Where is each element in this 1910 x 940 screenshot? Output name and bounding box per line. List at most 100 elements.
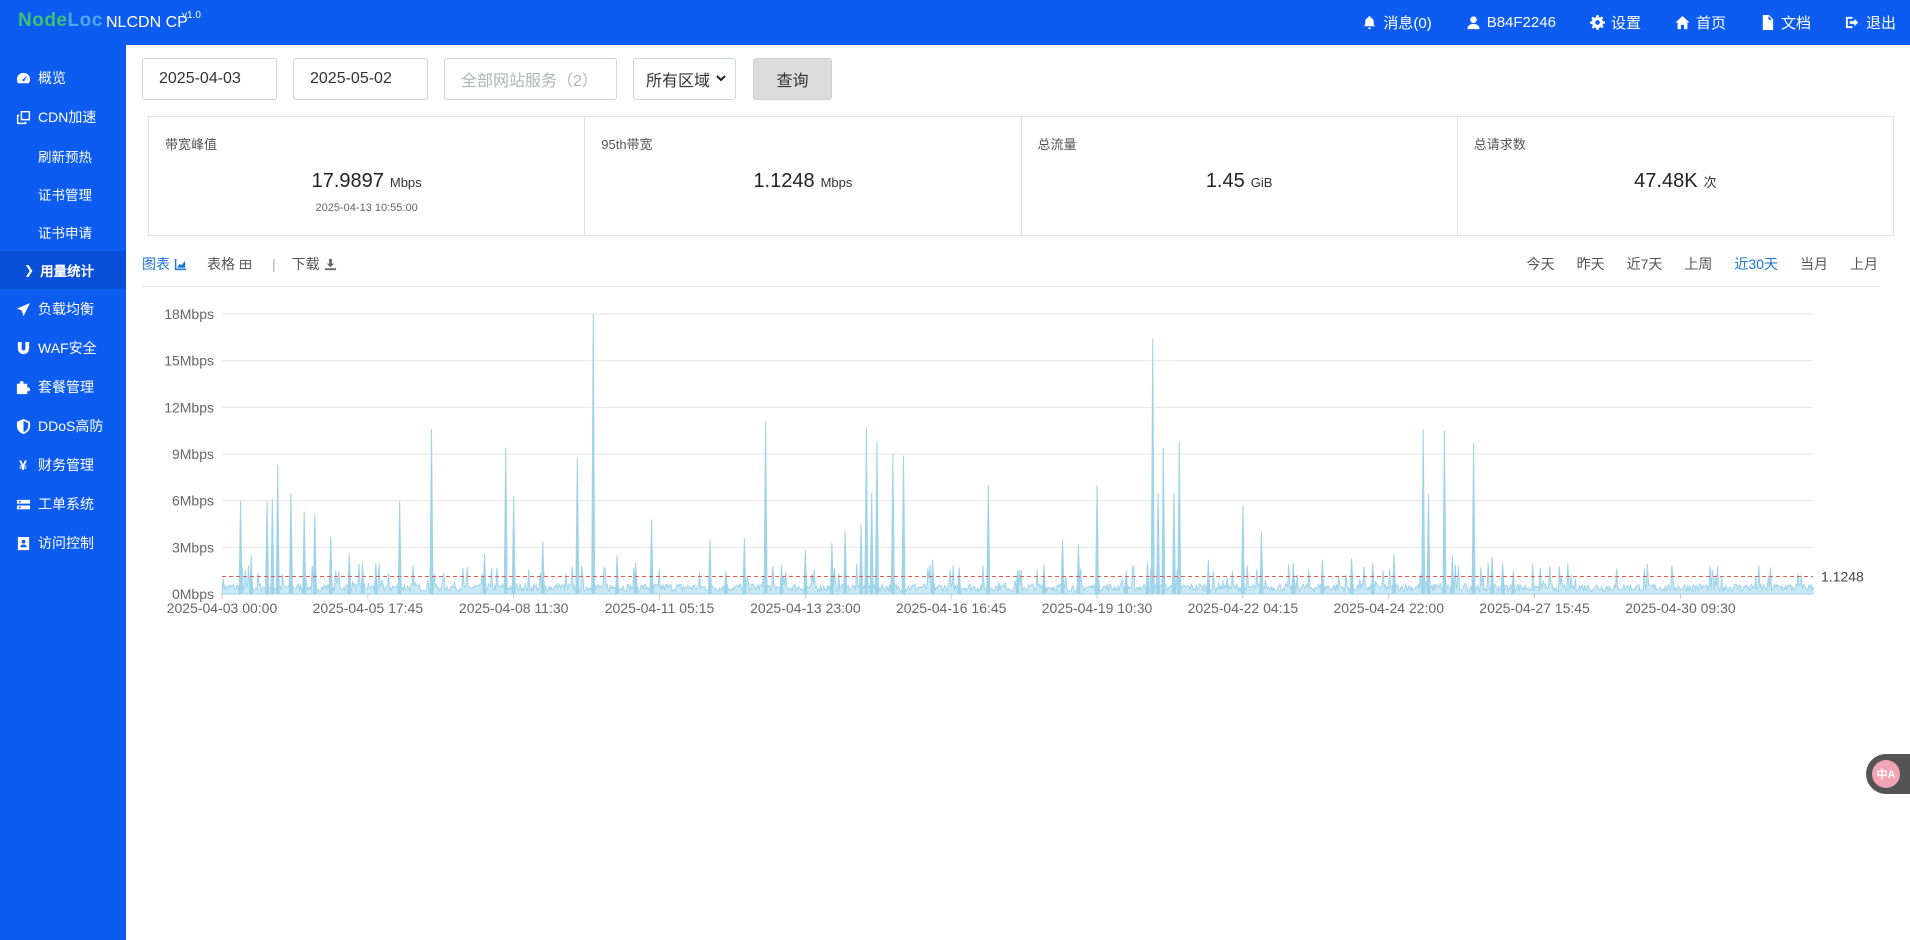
range-last-7-days[interactable]: 近7天 bbox=[1626, 256, 1663, 272]
sidebar-item-cert-apply[interactable]: 证书申请 bbox=[0, 213, 126, 251]
tab-chart[interactable]: 图表 bbox=[142, 254, 187, 274]
bandwidth-spike bbox=[265, 500, 270, 595]
nav-logout[interactable]: 退出 bbox=[1845, 12, 1896, 33]
service-select[interactable]: 全部网站服务（2） bbox=[444, 58, 617, 100]
stat-timestamp: 2025-04-13 10:55:00 bbox=[315, 202, 418, 214]
bandwidth-spike bbox=[874, 441, 879, 595]
sidebar-item-plans[interactable]: 套餐管理 bbox=[0, 368, 126, 406]
x-tick-label: 2025-04-19 10:30 bbox=[1042, 600, 1153, 616]
sidebar-item-waf[interactable]: WAF安全 bbox=[0, 329, 126, 367]
stat-unit: Mbps bbox=[820, 175, 853, 190]
sidebar: 概览 CDN加速 刷新预热 证书管理 证书申请 ❯ 用量统计 负载均衡 WAF安… bbox=[0, 45, 126, 940]
stat-label: 95th带宽 bbox=[601, 137, 653, 152]
bandwidth-spike bbox=[1171, 492, 1176, 595]
stat-number: 47.48K bbox=[1634, 170, 1698, 192]
bandwidth-spike bbox=[1511, 570, 1516, 595]
sidebar-item-tickets[interactable]: 工单系统 bbox=[0, 485, 126, 523]
y-tick-label: 0Mbps bbox=[172, 586, 214, 602]
home-icon bbox=[1675, 15, 1690, 30]
bandwidth-spike bbox=[1500, 562, 1505, 595]
range-this-month[interactable]: 当月 bbox=[1800, 256, 1828, 272]
sidebar-item-refresh[interactable]: 刷新预热 bbox=[0, 137, 126, 175]
bandwidth-spike bbox=[869, 492, 874, 595]
y-tick-label: 9Mbps bbox=[172, 446, 214, 462]
bandwidth-spike bbox=[723, 570, 728, 595]
sidebar-item-finance[interactable]: ¥ 财务管理 bbox=[0, 446, 126, 484]
sidebar-item-cert-manage[interactable]: 证书管理 bbox=[0, 175, 126, 213]
range-last-week[interactable]: 上周 bbox=[1684, 256, 1713, 272]
bandwidth-chart: 0Mbps 3Mbps 6Mbps 9Mbps 12Mbps 15Mbps 18Mbps 20… bbox=[164, 306, 1864, 616]
tab-table-label: 表格 bbox=[207, 256, 235, 272]
percentile-label: 1.1248 bbox=[1821, 569, 1864, 585]
stats-panel: 带宽峰值 17.9897 Mbps 2025-04-13 10:55:00 95t… bbox=[148, 116, 1894, 236]
sidebar-item-usage-stats[interactable]: ❯ 用量统计 bbox=[0, 251, 126, 289]
bandwidth-spike bbox=[779, 564, 784, 595]
range-last-30-days[interactable]: 近30天 bbox=[1734, 256, 1778, 272]
translate-widget[interactable]: 中A bbox=[1866, 754, 1910, 794]
sidebar-item-label: DDoS高防 bbox=[38, 418, 104, 434]
sidebar-item-label: 用量统计 bbox=[40, 264, 95, 279]
region-select[interactable]: 所有区域 bbox=[633, 58, 736, 100]
bandwidth-spike bbox=[843, 530, 848, 595]
dashboard-icon bbox=[15, 70, 31, 86]
sidebar-item-overview[interactable]: 概览 bbox=[0, 59, 126, 97]
bandwidth-spike bbox=[649, 519, 654, 595]
x-tick-label: 2025-04-22 04:15 bbox=[1188, 600, 1299, 616]
start-date-input[interactable]: 2025-04-03 bbox=[142, 58, 277, 100]
bandwidth-spike bbox=[1450, 555, 1455, 595]
bandwidth-spike bbox=[328, 536, 333, 595]
magnet-icon bbox=[15, 340, 31, 356]
bandwidth-spike bbox=[763, 421, 768, 595]
stat-value: 47.48K 次 bbox=[1458, 170, 1893, 193]
stat-label: 带宽峰值 bbox=[165, 137, 218, 152]
x-tick-label: 2025-04-03 00:00 bbox=[167, 600, 278, 616]
bandwidth-spike bbox=[1259, 531, 1264, 595]
bandwidth-spike bbox=[1156, 492, 1161, 595]
sidebar-item-load-balance[interactable]: 负载均衡 bbox=[0, 290, 126, 328]
bell-icon bbox=[1364, 15, 1376, 30]
sidebar-item-label: 套餐管理 bbox=[38, 379, 94, 395]
bandwidth-spike bbox=[591, 314, 596, 595]
x-tick-label: 2025-04-11 05:15 bbox=[605, 600, 715, 616]
top-bar: NodeLoc NLCDN CP v1.0 消息(0) B84F2246 设置 … bbox=[0, 0, 1910, 45]
tab-table[interactable]: 表格 bbox=[207, 254, 252, 274]
bandwidth-spike bbox=[986, 485, 991, 595]
gear-icon bbox=[1589, 15, 1605, 30]
stat-number: 17.9897 bbox=[311, 170, 384, 192]
chevron-down-icon bbox=[716, 75, 726, 82]
bandwidth-spike bbox=[312, 514, 317, 595]
bandwidth-spike bbox=[238, 500, 243, 595]
range-yesterday[interactable]: 昨天 bbox=[1576, 256, 1605, 272]
bandwidth-spike bbox=[1240, 505, 1245, 595]
query-button[interactable]: 查询 bbox=[753, 58, 832, 100]
stat-label: 总请求数 bbox=[1473, 137, 1526, 152]
logout-icon bbox=[1845, 16, 1859, 29]
stat-label: 总流量 bbox=[1037, 137, 1077, 152]
toolbar-separator: | bbox=[272, 256, 276, 272]
bandwidth-spike bbox=[1076, 544, 1081, 595]
nav-user[interactable]: B84F2246 bbox=[1466, 14, 1556, 31]
sidebar-item-label: CDN加速 bbox=[38, 109, 97, 125]
range-today[interactable]: 今天 bbox=[1526, 256, 1555, 272]
nav-home[interactable]: 首页 bbox=[1675, 12, 1726, 33]
x-tick-label: 2025-04-27 15:45 bbox=[1479, 600, 1590, 616]
stat-95th-bandwidth: 95th带宽 1.1248 Mbps bbox=[585, 117, 1022, 235]
bandwidth-spike bbox=[288, 492, 293, 595]
nav-docs[interactable]: 文档 bbox=[1760, 12, 1811, 33]
y-tick-label: 12Mbps bbox=[164, 399, 214, 415]
sidebar-item-access-control[interactable]: 访问控制 bbox=[0, 524, 126, 562]
nav-messages[interactable]: 消息(0) bbox=[1362, 12, 1432, 33]
brand-logo[interactable]: NodeLoc bbox=[18, 10, 103, 31]
bandwidth-spike bbox=[511, 495, 516, 595]
bandwidth-spike bbox=[1421, 429, 1426, 595]
download-button[interactable]: 下载 bbox=[292, 254, 337, 274]
sidebar-item-label: 工单系统 bbox=[38, 496, 94, 512]
nav-settings[interactable]: 设置 bbox=[1589, 12, 1641, 33]
x-tick-label: 2025-04-16 16:45 bbox=[896, 600, 1007, 616]
sidebar-item-label: 负载均衡 bbox=[38, 301, 94, 317]
sidebar-item-ddos[interactable]: DDoS高防 bbox=[0, 407, 126, 445]
sidebar-item-cdn[interactable]: CDN加速 bbox=[0, 98, 126, 136]
range-last-month[interactable]: 上月 bbox=[1850, 256, 1878, 272]
end-date-input[interactable]: 2025-05-02 bbox=[293, 58, 428, 100]
bandwidth-spike bbox=[707, 539, 712, 595]
